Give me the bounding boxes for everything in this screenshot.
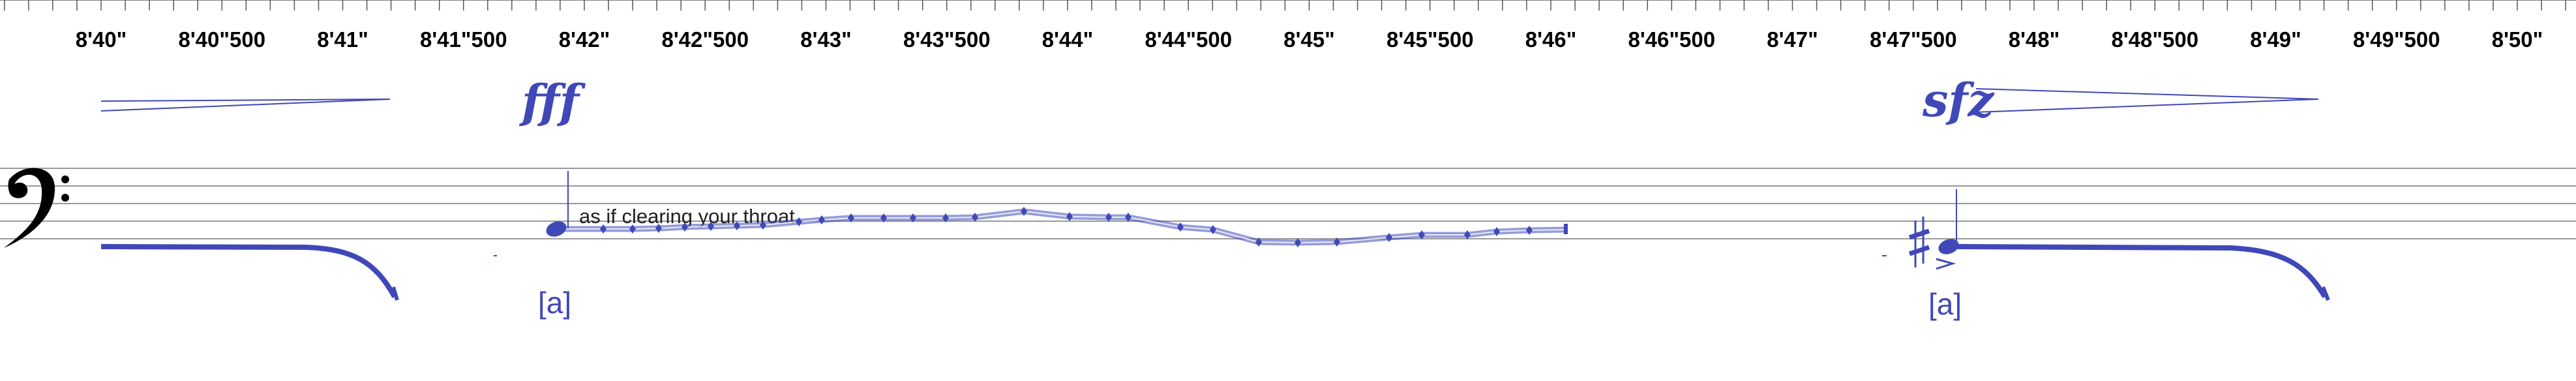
contour-node bbox=[1125, 213, 1131, 222]
decrescendo-hairpin-right bbox=[1975, 88, 2319, 113]
ruler-label: 8'45" bbox=[1283, 27, 1335, 52]
ruler-label: 8'50" bbox=[2492, 27, 2543, 52]
contour-node bbox=[1210, 225, 1216, 234]
contour-node bbox=[600, 224, 607, 234]
contour-node bbox=[760, 221, 766, 230]
contour-node bbox=[681, 222, 688, 232]
contour-node bbox=[734, 221, 740, 230]
ruler-label: 8'46" bbox=[1525, 27, 1577, 52]
contour-node bbox=[1177, 222, 1184, 232]
contour-node bbox=[848, 213, 854, 222]
ruler-label: 8'42"500 bbox=[661, 27, 749, 52]
bass-staff bbox=[0, 168, 2576, 239]
sustained-glissando-left bbox=[100, 244, 399, 301]
dynamic-sfz: sfz bbox=[1922, 73, 1995, 127]
ruler-label: 8'49" bbox=[2250, 27, 2301, 52]
contour-node bbox=[629, 224, 636, 234]
contour-node bbox=[1334, 237, 1340, 247]
ruler-label: 8'41" bbox=[317, 27, 368, 52]
decrescendo-hairpin-left bbox=[100, 99, 391, 112]
ruler-label: 8'44"500 bbox=[1145, 27, 1232, 52]
ruler-label: 8'49"500 bbox=[2353, 27, 2440, 52]
contour-node bbox=[655, 224, 662, 233]
contour-node bbox=[1105, 213, 1112, 222]
contour-node bbox=[796, 217, 802, 226]
ruler-label: 8'40"500 bbox=[178, 27, 265, 52]
ruler-label: 8'40" bbox=[76, 27, 127, 52]
ruler-labels: 8'40" 8'40"500 8'41" 8'41"500 8'42" 8'42"500 8… bbox=[76, 27, 2543, 52]
contour-end-mark bbox=[1564, 224, 1568, 234]
contour-node bbox=[942, 213, 949, 222]
ruler-label: 8'41"500 bbox=[420, 27, 507, 52]
contour-node bbox=[1386, 233, 1392, 242]
contour-node bbox=[1255, 237, 1262, 247]
glissando-contour bbox=[558, 207, 1566, 247]
time-ruler: 8'40" 8'40"500 8'41" 8'41"500 8'42" 8'42"500 8… bbox=[0, 0, 2576, 52]
contour-node bbox=[708, 222, 714, 231]
contour-node bbox=[1464, 230, 1471, 239]
lyric-syllable-2: [a] bbox=[1928, 287, 1962, 321]
ruler-label: 8'47" bbox=[1767, 27, 1818, 52]
ruler-label: 8'46"500 bbox=[1628, 27, 1715, 52]
contour-node bbox=[1295, 238, 1301, 247]
contour-node bbox=[910, 213, 916, 222]
ruler-ticks bbox=[4, 0, 2566, 10]
ruler-label: 8'48"500 bbox=[2111, 27, 2198, 52]
contour-node bbox=[1418, 230, 1425, 239]
contour-node bbox=[880, 213, 887, 222]
ruler-label: 8'45"500 bbox=[1386, 27, 1474, 52]
ruler-label: 8'44" bbox=[1042, 27, 1094, 52]
accent-icon bbox=[1936, 258, 1956, 270]
dynamic-fff: fff bbox=[518, 74, 586, 129]
contour-node bbox=[972, 213, 978, 222]
ruler-label: 8'43" bbox=[800, 27, 852, 52]
ruler-label: 8'42" bbox=[559, 27, 610, 52]
ruler-label: 8'48" bbox=[2009, 27, 2060, 52]
bass-clef-icon bbox=[4, 168, 69, 248]
ruler-label: 8'47"500 bbox=[1870, 27, 1957, 52]
contour-node bbox=[1066, 212, 1073, 221]
ruler-label: 8'43"500 bbox=[903, 27, 991, 52]
contour-node bbox=[1526, 226, 1533, 235]
contour-node bbox=[818, 215, 825, 224]
notehead bbox=[546, 221, 567, 237]
sustained-glissando-right bbox=[1956, 244, 2330, 301]
contour-node bbox=[1021, 207, 1027, 216]
lyric-syllable-1: [a] bbox=[538, 286, 571, 320]
sharp-icon bbox=[1908, 217, 1930, 267]
notehead bbox=[1938, 239, 1959, 254]
contour-node bbox=[1493, 227, 1500, 236]
